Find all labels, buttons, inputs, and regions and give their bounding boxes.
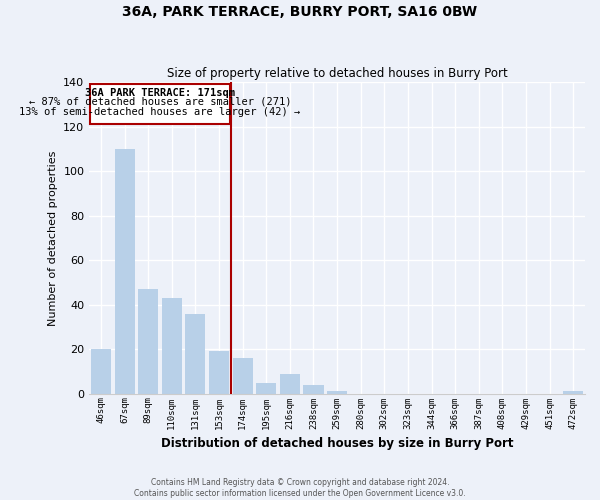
Text: ← 87% of detached houses are smaller (271): ← 87% of detached houses are smaller (27… xyxy=(29,96,291,106)
Bar xyxy=(304,384,323,394)
X-axis label: Distribution of detached houses by size in Burry Port: Distribution of detached houses by size … xyxy=(161,437,514,450)
Text: 36A PARK TERRACE: 171sqm: 36A PARK TERRACE: 171sqm xyxy=(85,88,235,98)
Title: Size of property relative to detached houses in Burry Port: Size of property relative to detached ho… xyxy=(167,66,508,80)
Text: 36A, PARK TERRACE, BURRY PORT, SA16 0BW: 36A, PARK TERRACE, BURRY PORT, SA16 0BW xyxy=(122,5,478,19)
Bar xyxy=(280,374,300,394)
Bar xyxy=(91,349,111,394)
Text: Contains HM Land Registry data © Crown copyright and database right 2024.
Contai: Contains HM Land Registry data © Crown c… xyxy=(134,478,466,498)
Bar xyxy=(563,392,583,394)
Bar xyxy=(233,358,253,394)
Bar xyxy=(162,298,182,394)
Bar xyxy=(209,352,229,394)
Y-axis label: Number of detached properties: Number of detached properties xyxy=(47,150,58,326)
Text: 13% of semi-detached houses are larger (42) →: 13% of semi-detached houses are larger (… xyxy=(19,106,301,117)
Bar xyxy=(256,382,277,394)
FancyBboxPatch shape xyxy=(91,84,230,124)
Bar xyxy=(185,314,205,394)
Bar xyxy=(138,289,158,394)
Bar xyxy=(115,149,134,394)
Bar xyxy=(327,392,347,394)
